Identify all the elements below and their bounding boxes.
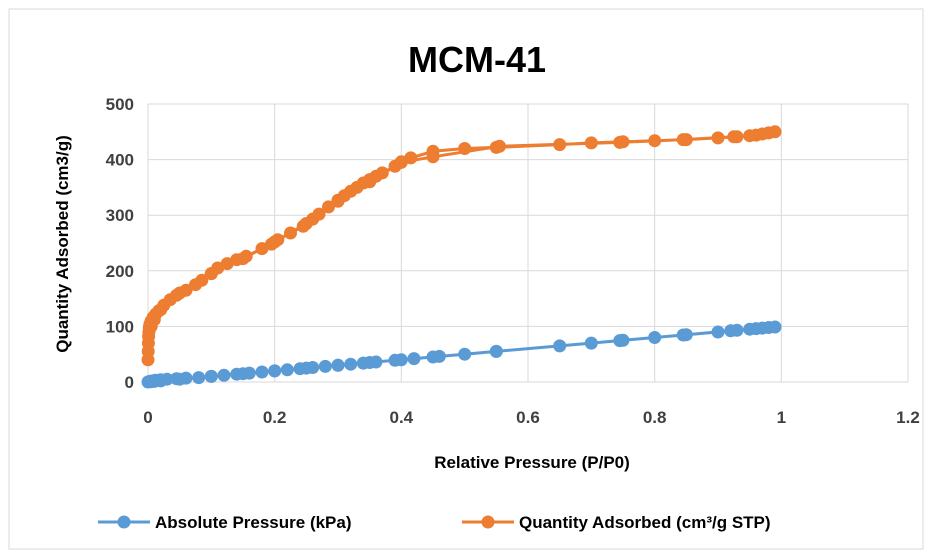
data-point [255, 365, 269, 379]
chart-title: MCM-41 [408, 39, 546, 80]
data-point [173, 372, 187, 386]
legend-item: Quantity Adsorbed (cm³/g STP) [462, 513, 771, 532]
data-point [755, 321, 769, 335]
data-point [648, 134, 662, 148]
data-point [613, 135, 627, 149]
x-tick-label: 0.6 [516, 408, 540, 427]
y-tick-label: 200 [106, 262, 134, 281]
data-point [363, 356, 377, 369]
data-point [299, 361, 313, 375]
data-point [284, 226, 297, 240]
data-point [268, 364, 282, 378]
data-point [426, 150, 440, 164]
data-point [493, 139, 506, 153]
data-point [154, 303, 168, 317]
data-point [458, 347, 472, 361]
data-point [217, 368, 231, 382]
data-point [553, 138, 567, 152]
data-point [331, 194, 345, 208]
data-point [363, 175, 377, 189]
y-tick-label: 500 [106, 95, 134, 114]
data-point [394, 155, 408, 169]
data-point [724, 324, 738, 338]
data-point [613, 334, 627, 348]
data-point [204, 369, 218, 383]
y-tick-label: 0 [125, 373, 134, 392]
y-tick-label: 400 [106, 151, 134, 170]
data-point [489, 344, 503, 358]
tick-labels: 0 100 200 300 400 500 0 0.2 0.4 0.6 0.8 1 1.2 [106, 95, 920, 427]
data-point [676, 328, 690, 342]
x-tick-label: 1.2 [896, 408, 920, 427]
data-point [426, 350, 440, 364]
data-point [711, 325, 725, 339]
data-point [173, 286, 187, 300]
data-point [195, 273, 209, 287]
data-point [727, 130, 741, 144]
data-point [322, 200, 335, 214]
data-point [144, 319, 158, 333]
data-point [299, 217, 313, 230]
data-point [584, 136, 598, 150]
legend-swatch-marker [481, 515, 495, 529]
y-tick-label: 100 [106, 317, 134, 336]
series-2 [141, 125, 782, 367]
chart-border [8, 8, 924, 550]
data-point [458, 142, 472, 155]
data-point [743, 129, 757, 143]
data-point [144, 375, 158, 389]
legend-label: Absolute Pressure (kPa) [155, 513, 352, 532]
data-point [711, 131, 725, 145]
x-tick-label: 0.4 [390, 408, 414, 427]
data-point [407, 352, 421, 366]
data-point [331, 358, 345, 372]
data-point [755, 127, 769, 141]
data-point [280, 363, 294, 377]
data-point [344, 357, 358, 371]
data-point [648, 331, 662, 344]
series-layer [141, 125, 782, 389]
data-point [553, 339, 567, 353]
y-tick-label: 300 [106, 206, 134, 225]
legend-item: Absolute Pressure (kPa) [98, 513, 352, 532]
data-point [584, 336, 598, 350]
data-point [204, 267, 218, 281]
data-point [268, 235, 282, 249]
data-point [375, 166, 389, 180]
data-point [236, 367, 250, 381]
legend-label: Quantity Adsorbed (cm³/g STP) [519, 513, 771, 532]
data-point [743, 322, 757, 336]
x-tick-label: 0.8 [643, 408, 667, 427]
data-point [676, 133, 690, 147]
data-point [192, 371, 206, 385]
data-point [236, 252, 250, 266]
x-tick-label: 1 [777, 408, 786, 427]
data-point [394, 353, 408, 367]
legend: Absolute Pressure (kPa) Quantity Adsorbed… [98, 513, 771, 532]
x-axis-label: Relative Pressure (P/P0) [434, 453, 630, 472]
data-point [318, 359, 332, 373]
x-tick-label: 0.2 [263, 408, 287, 427]
series-1 [141, 320, 782, 389]
y-axis-label: Quantity Adsorbed (cm3/g) [53, 135, 72, 353]
x-tick-label: 0 [143, 408, 152, 427]
data-point [312, 207, 326, 221]
legend-swatch-marker [117, 515, 131, 529]
